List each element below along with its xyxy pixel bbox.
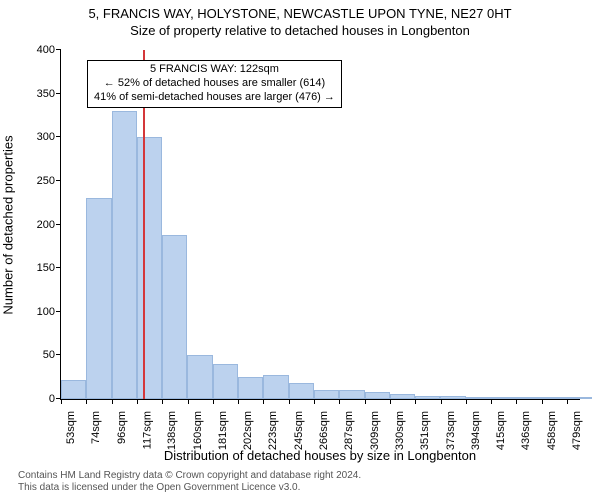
x-tick-mark xyxy=(415,399,416,404)
x-axis-label: Distribution of detached houses by size … xyxy=(60,448,580,463)
x-tick-label: 330sqm xyxy=(394,411,406,450)
x-tick-label: 351sqm xyxy=(419,411,431,450)
x-tick-mark xyxy=(567,399,568,404)
histogram-bar xyxy=(289,383,314,399)
x-tick-mark xyxy=(441,399,442,404)
y-tick-label: 100 xyxy=(37,306,61,318)
histogram-bar xyxy=(314,390,339,399)
y-tick-label: 250 xyxy=(37,175,61,187)
x-tick-label: 373sqm xyxy=(445,411,457,450)
histogram-bar xyxy=(390,394,415,399)
x-tick-label: 223sqm xyxy=(267,411,279,450)
annotation-line: 5 FRANCIS WAY: 122sqm xyxy=(94,63,335,77)
x-tick-mark xyxy=(162,399,163,404)
x-tick-label: 458sqm xyxy=(546,411,558,450)
histogram-bar xyxy=(440,396,465,399)
x-tick-label: 309sqm xyxy=(369,411,381,450)
x-tick-mark xyxy=(289,399,290,404)
x-tick-mark xyxy=(61,399,62,404)
annotation-line: 41% of semi-detached houses are larger (… xyxy=(94,91,335,105)
x-tick-mark xyxy=(542,399,543,404)
x-tick-mark xyxy=(263,399,264,404)
y-tick-mark xyxy=(56,93,61,94)
y-tick-label: 50 xyxy=(43,349,61,361)
x-tick-label: 479sqm xyxy=(571,411,583,450)
histogram-bar xyxy=(162,235,187,399)
y-tick-mark xyxy=(56,224,61,225)
y-tick-mark xyxy=(56,311,61,312)
x-tick-label: 394sqm xyxy=(470,411,482,450)
histogram-bar xyxy=(542,397,567,399)
histogram-bar xyxy=(137,137,162,399)
histogram-bar xyxy=(187,355,212,399)
footer-line2: This data is licensed under the Open Gov… xyxy=(18,482,361,494)
x-tick-label: 53sqm xyxy=(65,411,77,444)
histogram-bar xyxy=(516,397,541,399)
page-subtitle: Size of property relative to detached ho… xyxy=(0,21,600,38)
histogram-bar xyxy=(213,364,238,399)
histogram-bar xyxy=(415,396,440,399)
page-title-address: 5, FRANCIS WAY, HOLYSTONE, NEWCASTLE UPO… xyxy=(0,0,600,21)
x-tick-mark xyxy=(188,399,189,404)
y-tick-mark xyxy=(56,180,61,181)
y-tick-label: 400 xyxy=(37,44,61,56)
y-tick-label: 300 xyxy=(37,131,61,143)
x-tick-mark xyxy=(213,399,214,404)
histogram-bar xyxy=(263,375,288,399)
x-tick-mark xyxy=(491,399,492,404)
x-tick-label: 415sqm xyxy=(495,411,507,450)
histogram-bar xyxy=(365,392,390,399)
x-tick-mark xyxy=(238,399,239,404)
x-tick-label: 160sqm xyxy=(192,411,204,450)
x-tick-mark xyxy=(339,399,340,404)
footer-line1: Contains HM Land Registry data © Crown c… xyxy=(18,470,361,482)
x-tick-label: 436sqm xyxy=(520,411,532,450)
x-tick-mark xyxy=(112,399,113,404)
histogram-bar xyxy=(466,397,491,399)
y-tick-mark xyxy=(56,354,61,355)
y-tick-mark xyxy=(56,49,61,50)
y-tick-label: 350 xyxy=(37,88,61,100)
x-tick-label: 138sqm xyxy=(166,411,178,450)
x-tick-mark xyxy=(390,399,391,404)
histogram-bar xyxy=(491,397,516,399)
footer-attribution: Contains HM Land Registry data © Crown c… xyxy=(18,470,361,494)
histogram-bar xyxy=(86,198,111,399)
x-tick-mark xyxy=(466,399,467,404)
x-tick-label: 287sqm xyxy=(343,411,355,450)
x-tick-mark xyxy=(137,399,138,404)
y-tick-mark xyxy=(56,267,61,268)
y-tick-mark xyxy=(56,136,61,137)
x-tick-label: 96sqm xyxy=(116,411,128,444)
x-tick-mark xyxy=(314,399,315,404)
x-tick-mark xyxy=(516,399,517,404)
y-axis-label: Number of detached properties xyxy=(1,135,16,314)
histogram-bar xyxy=(112,111,137,399)
x-tick-mark xyxy=(365,399,366,404)
x-tick-label: 181sqm xyxy=(217,411,229,450)
annotation-line: ← 52% of detached houses are smaller (61… xyxy=(94,77,335,91)
histogram-bar xyxy=(61,380,86,399)
y-tick-label: 150 xyxy=(37,262,61,274)
x-tick-label: 266sqm xyxy=(318,411,330,450)
histogram-bar xyxy=(567,397,592,399)
histogram-bar xyxy=(238,377,263,399)
y-tick-label: 0 xyxy=(49,393,61,405)
x-tick-mark xyxy=(86,399,87,404)
x-tick-label: 117sqm xyxy=(141,411,153,449)
plot-area: 05010015020025030035040053sqm74sqm96sqm1… xyxy=(60,50,580,400)
annotation-box: 5 FRANCIS WAY: 122sqm← 52% of detached h… xyxy=(87,60,342,107)
y-tick-label: 200 xyxy=(37,219,61,231)
x-tick-label: 245sqm xyxy=(293,411,305,450)
x-tick-label: 202sqm xyxy=(242,411,254,450)
x-tick-label: 74sqm xyxy=(90,411,102,444)
histogram-chart: 05010015020025030035040053sqm74sqm96sqm1… xyxy=(60,50,580,400)
histogram-bar xyxy=(339,390,364,399)
